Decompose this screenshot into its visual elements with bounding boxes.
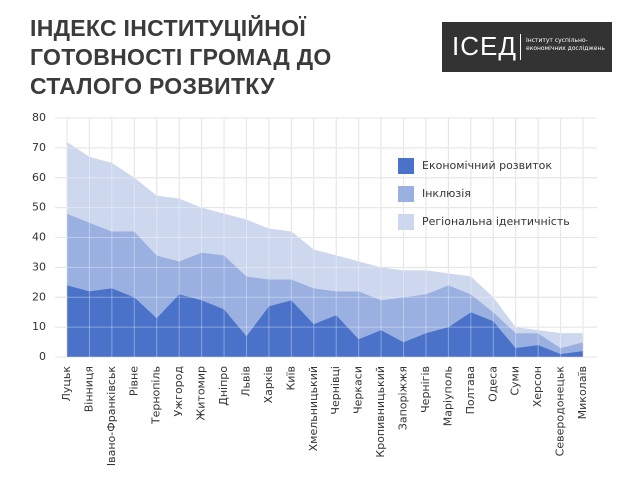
x-tick-label: Рівне — [127, 366, 140, 396]
x-tick-label: Дніпро — [217, 366, 230, 406]
y-tick-label: 0 — [39, 350, 46, 363]
legend-swatch — [398, 158, 414, 174]
x-tick-label: Запоріжжя — [397, 366, 410, 430]
legend-label: Інклюзія — [422, 187, 471, 200]
y-tick-label: 20 — [32, 290, 46, 303]
y-tick-label: 50 — [32, 201, 46, 214]
legend-swatch — [398, 214, 414, 230]
y-tick-label: 10 — [32, 320, 46, 333]
y-tick-label: 40 — [32, 231, 46, 244]
x-tick-label: Ужгород — [172, 366, 185, 417]
x-tick-label: Миколаїв — [576, 366, 589, 419]
area — [67, 285, 583, 357]
legend-label: Економічний розвиток — [422, 159, 552, 172]
x-tick-label: Полтава — [464, 366, 477, 414]
x-tick-label: Хмельницький — [307, 366, 320, 451]
area — [67, 141, 583, 349]
logo-separator — [520, 34, 521, 60]
y-tick-label: 30 — [32, 260, 46, 273]
x-tick-label: Київ — [284, 366, 297, 391]
x-tick-label: Луцьк — [60, 366, 73, 402]
x-tick-label: Маріуполь — [441, 366, 454, 426]
y-tick-label: 60 — [32, 171, 46, 184]
x-tick-label: Чернівці — [329, 366, 342, 415]
x-tick-label: Тернопіль — [150, 366, 163, 425]
x-tick-label: Харків — [262, 366, 275, 403]
x-tick-label: Херсон — [531, 366, 544, 407]
y-tick-label: 80 — [32, 111, 46, 124]
x-tick-label: Кропивницький — [374, 366, 387, 458]
area — [67, 213, 583, 355]
x-tick-label: Чернігів — [419, 366, 432, 413]
x-tick-label: Черкаси — [352, 366, 365, 414]
x-tick-label: Львів — [239, 366, 252, 397]
logo: ІСЕД Інститут суспільно-економічних досл… — [442, 22, 612, 72]
x-tick-label: Суми — [509, 366, 522, 396]
logo-abbr: ІСЕД — [452, 31, 517, 61]
legend-swatch — [398, 186, 414, 202]
logo-name: Інститут суспільно-економічних досліджен… — [526, 37, 605, 52]
x-tick-label: Северодонецьк — [554, 366, 567, 457]
x-tick-label: Вінниця — [82, 366, 95, 412]
x-tick-label: Житомир — [195, 366, 208, 421]
legend-label: Регіональна ідентичність — [422, 215, 570, 228]
x-tick-label: Одеса — [486, 366, 499, 402]
x-tick-label: Івано-Франківськ — [105, 366, 118, 466]
y-tick-label: 70 — [32, 141, 46, 154]
title: ІНДЕКС ІНСТИТУЦІЙНОЇ ГОТОВНОСТІ ГРОМАД Д… — [30, 15, 332, 99]
